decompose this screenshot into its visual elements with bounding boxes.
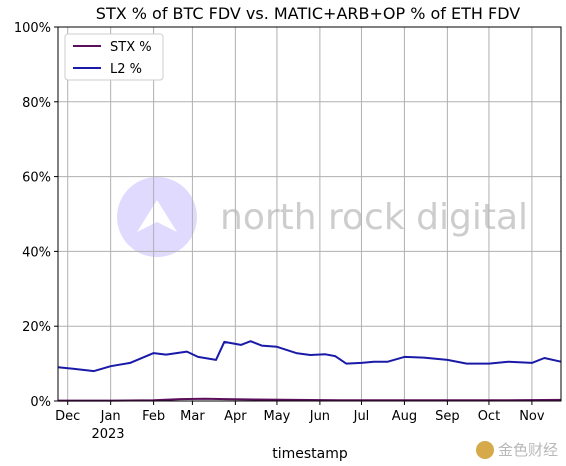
chart-title: STX % of BTC FDV vs. MATIC+ARB+OP % of E… xyxy=(96,4,520,23)
y-tick-label: 100% xyxy=(14,21,51,36)
series-lines xyxy=(57,340,562,402)
x-tick-label: May xyxy=(263,409,290,424)
watermark-mountain-icon xyxy=(137,200,177,232)
legend-label-stx: STX % xyxy=(110,40,152,55)
y-tick-label: 0% xyxy=(30,395,51,410)
watermark: north rock digital xyxy=(117,177,528,257)
y-tick-label: 60% xyxy=(22,171,51,186)
series-line-l2 xyxy=(57,340,562,373)
legend: STX % L2 % xyxy=(64,33,164,81)
x-tick-label: Feb xyxy=(142,409,165,424)
y-axis: 0% 20% 40% 60% 80% 100% xyxy=(14,21,58,410)
corner-logo-text: 金色财经 xyxy=(497,441,558,459)
x-tick-label: Oct xyxy=(478,409,500,424)
x-year-label: 2023 xyxy=(91,427,124,442)
x-tick-label: Apr xyxy=(224,409,247,424)
x-tick-label: Dec xyxy=(55,409,80,424)
x-tick-label: Sep xyxy=(435,409,460,424)
x-axis-label: timestamp xyxy=(272,446,348,462)
x-tick-label: Mar xyxy=(180,409,205,424)
corner-logo: 金色财经 xyxy=(475,439,558,460)
plot-frame xyxy=(57,26,562,402)
x-tick-label: Jan xyxy=(100,409,121,424)
x-tick-label: Jul xyxy=(353,409,370,424)
legend-label-l2: L2 % xyxy=(110,62,142,77)
x-tick-label: Jun xyxy=(309,409,330,424)
x-axis: Dec Jan Feb Mar Apr May Jun Jul Aug Sep Oct Nov xyxy=(55,401,545,424)
coin-icon xyxy=(475,440,494,459)
x-tick-label: Nov xyxy=(519,409,545,424)
series-line-stx xyxy=(58,397,562,402)
x-tick-label: Aug xyxy=(392,409,417,424)
y-tick-label: 40% xyxy=(22,245,51,260)
watermark-text: north rock digital xyxy=(220,197,528,238)
y-tick-label: 80% xyxy=(22,96,51,111)
y-tick-label: 20% xyxy=(22,320,51,335)
gridlines xyxy=(58,26,561,402)
